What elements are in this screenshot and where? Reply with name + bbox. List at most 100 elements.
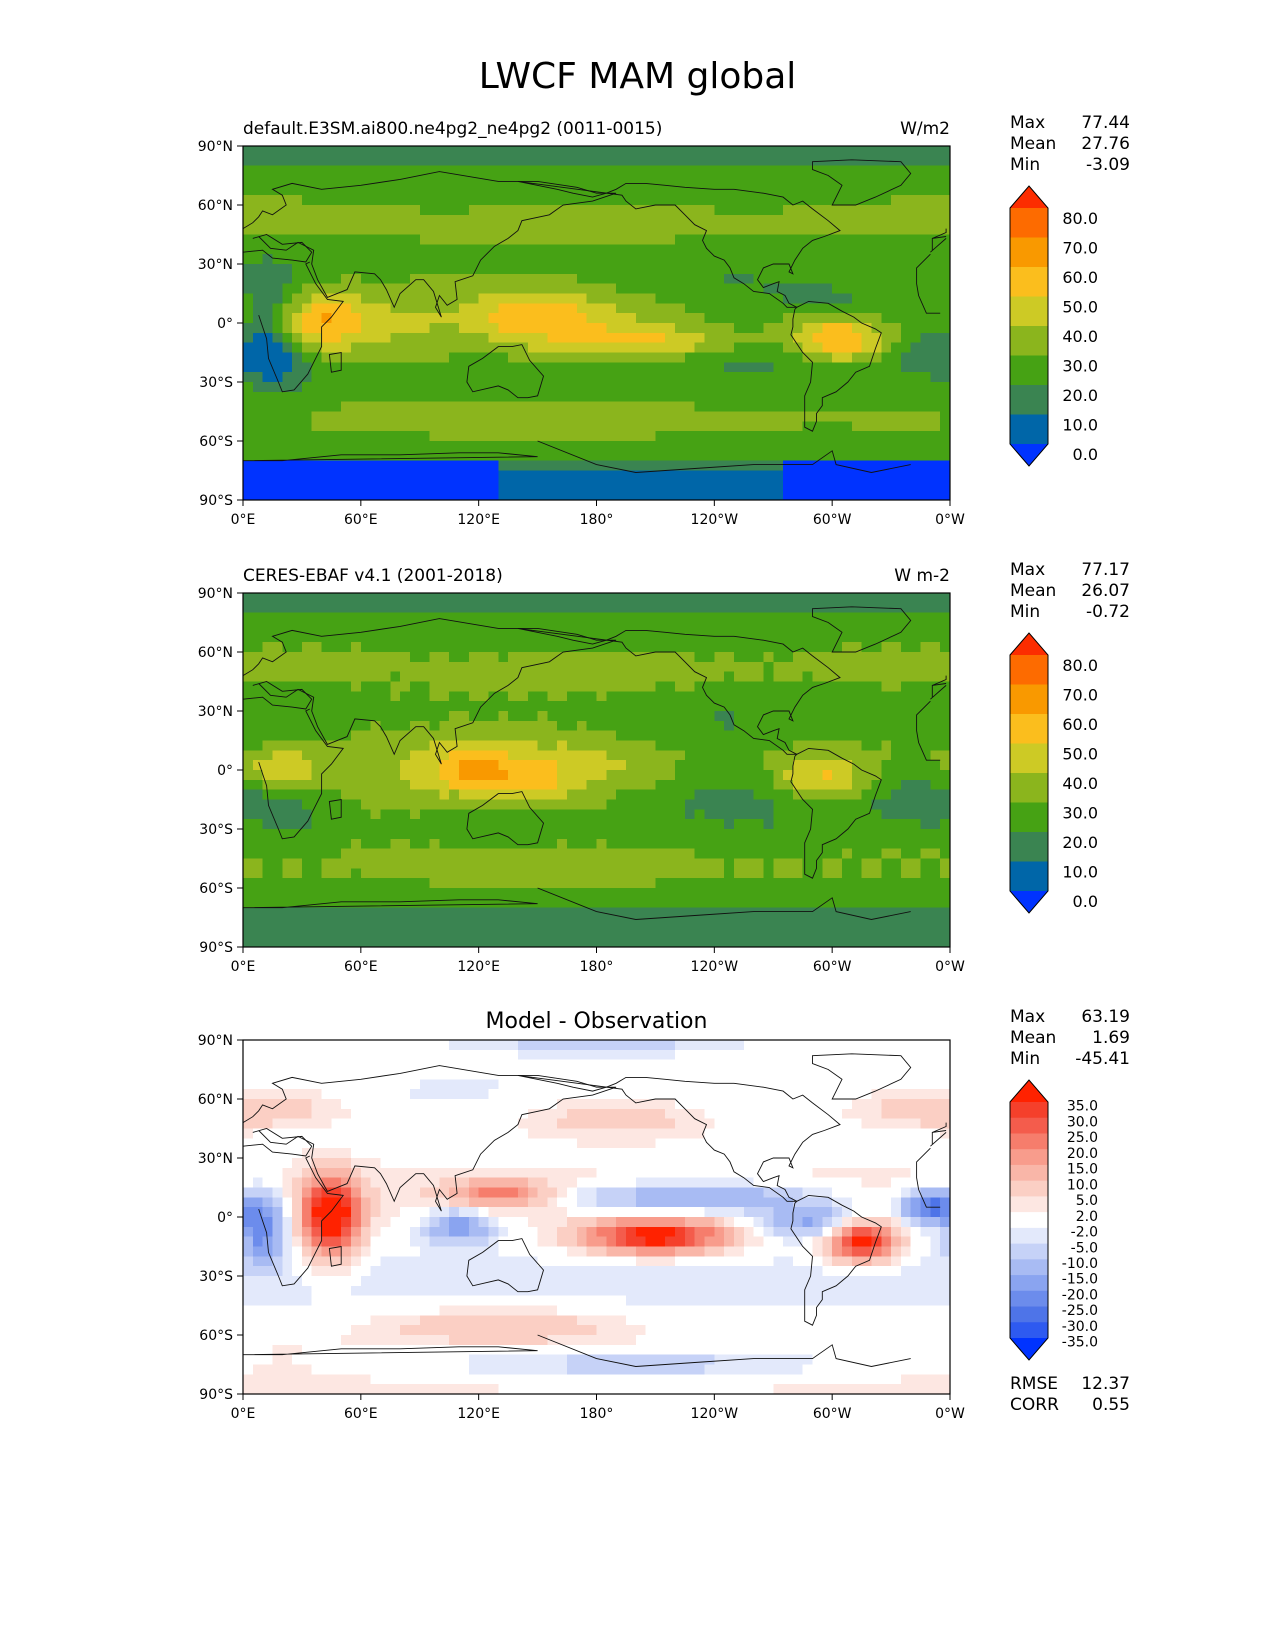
heatmap-cell — [920, 401, 931, 413]
heatmap-cell — [625, 224, 637, 236]
heatmap-cell — [449, 770, 460, 781]
heatmap-cell — [753, 789, 765, 801]
heatmap-cell — [861, 897, 873, 909]
colorbar-tick-label: 30.0 — [1062, 357, 1098, 376]
heatmap-cell — [537, 323, 548, 334]
heatmap-cell — [390, 342, 401, 354]
heatmap-cell — [753, 185, 765, 196]
heatmap-cell — [645, 917, 657, 928]
heatmap-cell — [940, 146, 951, 157]
heatmap-cell — [557, 770, 568, 781]
heatmap-cell — [743, 661, 755, 673]
heatmap-cell — [567, 490, 578, 501]
heatmap-cell — [301, 244, 313, 255]
heatmap-cell — [557, 888, 568, 899]
heatmap-cell — [409, 907, 421, 919]
heatmap-cell — [478, 760, 490, 771]
heatmap-cell — [380, 740, 391, 751]
heatmap-cell — [400, 224, 411, 236]
heatmap-cell — [606, 234, 617, 245]
heatmap-cell — [567, 730, 578, 742]
heatmap-cell — [331, 878, 342, 889]
heatmap-cell — [665, 391, 676, 403]
heatmap-cell — [891, 175, 902, 186]
heatmap-cell — [488, 303, 499, 314]
heatmap-cell — [665, 332, 676, 344]
heatmap-cell — [301, 671, 313, 683]
map-panel-reference: 90°N60°N30°N0°30°S60°S90°S0°E 60°E 120°E 18… — [198, 560, 1130, 975]
heatmap-cell — [675, 165, 686, 177]
heatmap-cell — [675, 283, 686, 295]
heatmap-cell — [910, 450, 922, 462]
heatmap-cell — [792, 622, 804, 633]
heatmap-cell — [439, 264, 450, 275]
heatmap-cell — [252, 293, 264, 304]
heatmap-cell — [665, 907, 676, 919]
heatmap-cell — [871, 431, 882, 442]
heatmap-cell — [380, 165, 391, 177]
heatmap-cell — [625, 146, 637, 157]
heatmap-cell — [871, 612, 882, 624]
heatmap-cell — [311, 858, 323, 869]
heatmap-cell — [439, 431, 450, 442]
heatmap-cell — [537, 185, 548, 196]
heatmap-cell — [625, 362, 637, 373]
heatmap-cell — [645, 195, 657, 206]
heatmap-cell — [380, 155, 391, 167]
heatmap-cell — [704, 372, 715, 383]
heatmap-cell — [596, 490, 607, 501]
heatmap-cell — [311, 205, 323, 216]
heatmap-cell — [419, 848, 431, 860]
heatmap-cell — [753, 602, 765, 614]
heatmap-cell — [773, 642, 784, 653]
heatmap-cell — [812, 809, 823, 820]
heatmap-cell — [822, 490, 833, 501]
heatmap-cell — [429, 273, 440, 285]
heatmap-cell — [380, 441, 391, 452]
heatmap-cell — [792, 401, 804, 413]
heatmap-cell — [812, 789, 823, 801]
heatmap-cell — [596, 480, 607, 491]
heatmap-cell — [547, 848, 558, 860]
heatmap-cell — [753, 809, 765, 820]
heatmap-cell — [390, 691, 401, 702]
heatmap-cell — [763, 779, 774, 791]
heatmap-cell — [517, 917, 529, 928]
heatmap-cell — [812, 888, 823, 899]
heatmap-cell — [733, 175, 745, 186]
heatmap-cell — [753, 838, 765, 850]
heatmap-cell — [655, 175, 666, 186]
heatmap-cell — [635, 809, 647, 820]
heatmap-cell — [341, 937, 352, 948]
heatmap-cell — [527, 711, 539, 722]
heatmap-cell — [311, 681, 323, 692]
heatmap-cell — [733, 313, 745, 324]
colorbar-tick-label: 10.0 — [1062, 416, 1098, 435]
heatmap-cell — [488, 858, 499, 869]
heatmap-cell — [243, 421, 254, 432]
heatmap-cell — [321, 819, 332, 830]
heatmap-cell — [498, 897, 509, 909]
heatmap-cell — [508, 362, 519, 373]
heatmap-cell — [419, 165, 431, 177]
heatmap-cell — [459, 205, 470, 216]
heatmap-cell — [724, 937, 735, 948]
heatmap-cell — [537, 770, 548, 781]
heatmap-cell — [802, 809, 814, 820]
heatmap-cell — [567, 937, 578, 948]
heatmap-cell — [409, 234, 421, 245]
heatmap-cell — [596, 730, 607, 742]
heatmap-cell — [498, 332, 509, 344]
heatmap-cell — [301, 838, 313, 850]
heatmap-cell — [547, 838, 558, 850]
heatmap-cell — [655, 799, 666, 810]
heatmap-cell — [841, 829, 853, 840]
heatmap-cell — [930, 411, 941, 422]
heatmap-cell — [488, 431, 499, 442]
heatmap-cell — [802, 878, 814, 889]
heatmap-cell — [881, 165, 892, 177]
heatmap-cell — [272, 701, 283, 712]
heatmap-cell — [704, 917, 715, 928]
heatmap-cell — [625, 907, 637, 919]
